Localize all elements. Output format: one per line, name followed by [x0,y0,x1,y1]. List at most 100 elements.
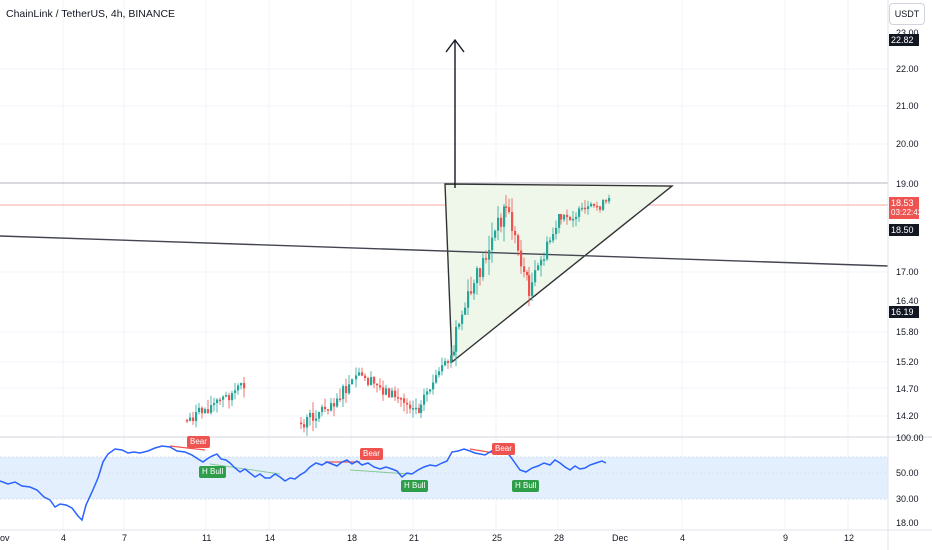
candle-body [563,214,566,220]
candle-body [370,377,373,385]
candle-body [500,217,503,227]
candle-body [526,272,529,276]
candle-body [514,230,517,236]
current-price-value: 18.53 [891,198,914,208]
candle-body [345,386,348,394]
candle-body [195,412,198,421]
candle-body [528,275,531,296]
time-tick: 14 [265,533,276,543]
rsi-line [0,445,607,522]
candle-body [318,411,321,419]
candle-body [581,207,584,210]
candle-body [575,216,578,219]
candle-body [450,355,453,364]
candle-body [388,388,391,398]
candle-body [237,385,240,391]
candle-body [453,351,456,356]
price-tick: 23.00 [896,28,919,38]
currency-selector[interactable]: USDT [889,3,925,25]
candle-body [602,200,605,210]
candle-body [339,398,342,401]
candle-body [432,382,435,390]
candle-body [198,407,201,413]
candle-body [464,307,467,315]
candle-body [189,417,192,421]
price-tick: 15.80 [896,327,919,337]
price-tick: 14.20 [896,411,919,421]
price-tick: 19.00 [896,179,919,189]
candle-body [511,212,514,231]
candle-body [385,388,388,395]
candle-body [444,361,447,366]
time-tick: 4 [61,533,67,543]
candle-body [306,417,309,428]
price-tick: 16.40 [896,296,919,306]
rsi-tick: 18.00 [896,518,919,528]
candle-body [461,314,464,324]
candle-body [467,291,470,308]
candle-body [423,394,426,405]
candle-body [400,398,403,400]
candle-body [482,258,485,278]
candle-body [555,227,558,235]
candle-body [192,417,195,421]
candle-body [367,378,370,385]
candle-body [584,207,587,210]
price-tick: 20.00 [896,139,919,149]
candle-body [435,375,438,383]
candle-body [222,396,225,400]
candle-body [608,198,611,202]
candle-body [330,403,333,411]
candle-body [342,386,345,400]
candle-body [590,203,593,207]
candle-body [219,399,222,402]
candle-body [324,406,327,410]
candle-body [373,377,376,384]
candle-body [479,268,482,278]
candle-body [505,206,508,208]
price-tick: 15.20 [896,357,919,367]
candle-body [204,409,207,414]
candle-body [309,412,312,418]
candle-body [234,390,237,393]
candle-body [540,259,543,266]
candle-body [596,205,599,208]
bear-badge: Bear [360,448,383,460]
candle-body [348,384,351,394]
candle-body [546,241,549,260]
descending-trendline [0,235,889,267]
candle-body [549,240,552,243]
candle-body [438,371,441,376]
candle-body [531,282,534,296]
candle-body [376,383,379,386]
candle-body [201,407,204,414]
candle-body [397,397,400,399]
candle-body [569,217,572,221]
candle-body [391,390,394,398]
target-price-tag: 22.82 [889,34,919,46]
candle-body [418,407,421,413]
time-grid [62,0,849,530]
rsi-tick: 30.00 [896,494,919,504]
candle-body [497,217,500,231]
candle-body [470,291,473,294]
candle-body [231,392,234,401]
candle-body [210,405,213,413]
candle-body [364,375,367,379]
candle-body [491,237,494,251]
candle-body [312,412,315,421]
candle-body [300,422,303,425]
candle-body [534,270,537,283]
candle-body [476,268,479,284]
candle-body [321,406,324,412]
candle-body [517,235,520,251]
time-tick: 12 [844,533,855,543]
time-tick: 18 [347,533,358,543]
candle-body [351,379,354,385]
candle-body [560,213,563,220]
candle-body [485,258,488,260]
candle-body [552,234,555,241]
candle-body [213,403,216,406]
price-tick: 14.70 [896,384,919,394]
